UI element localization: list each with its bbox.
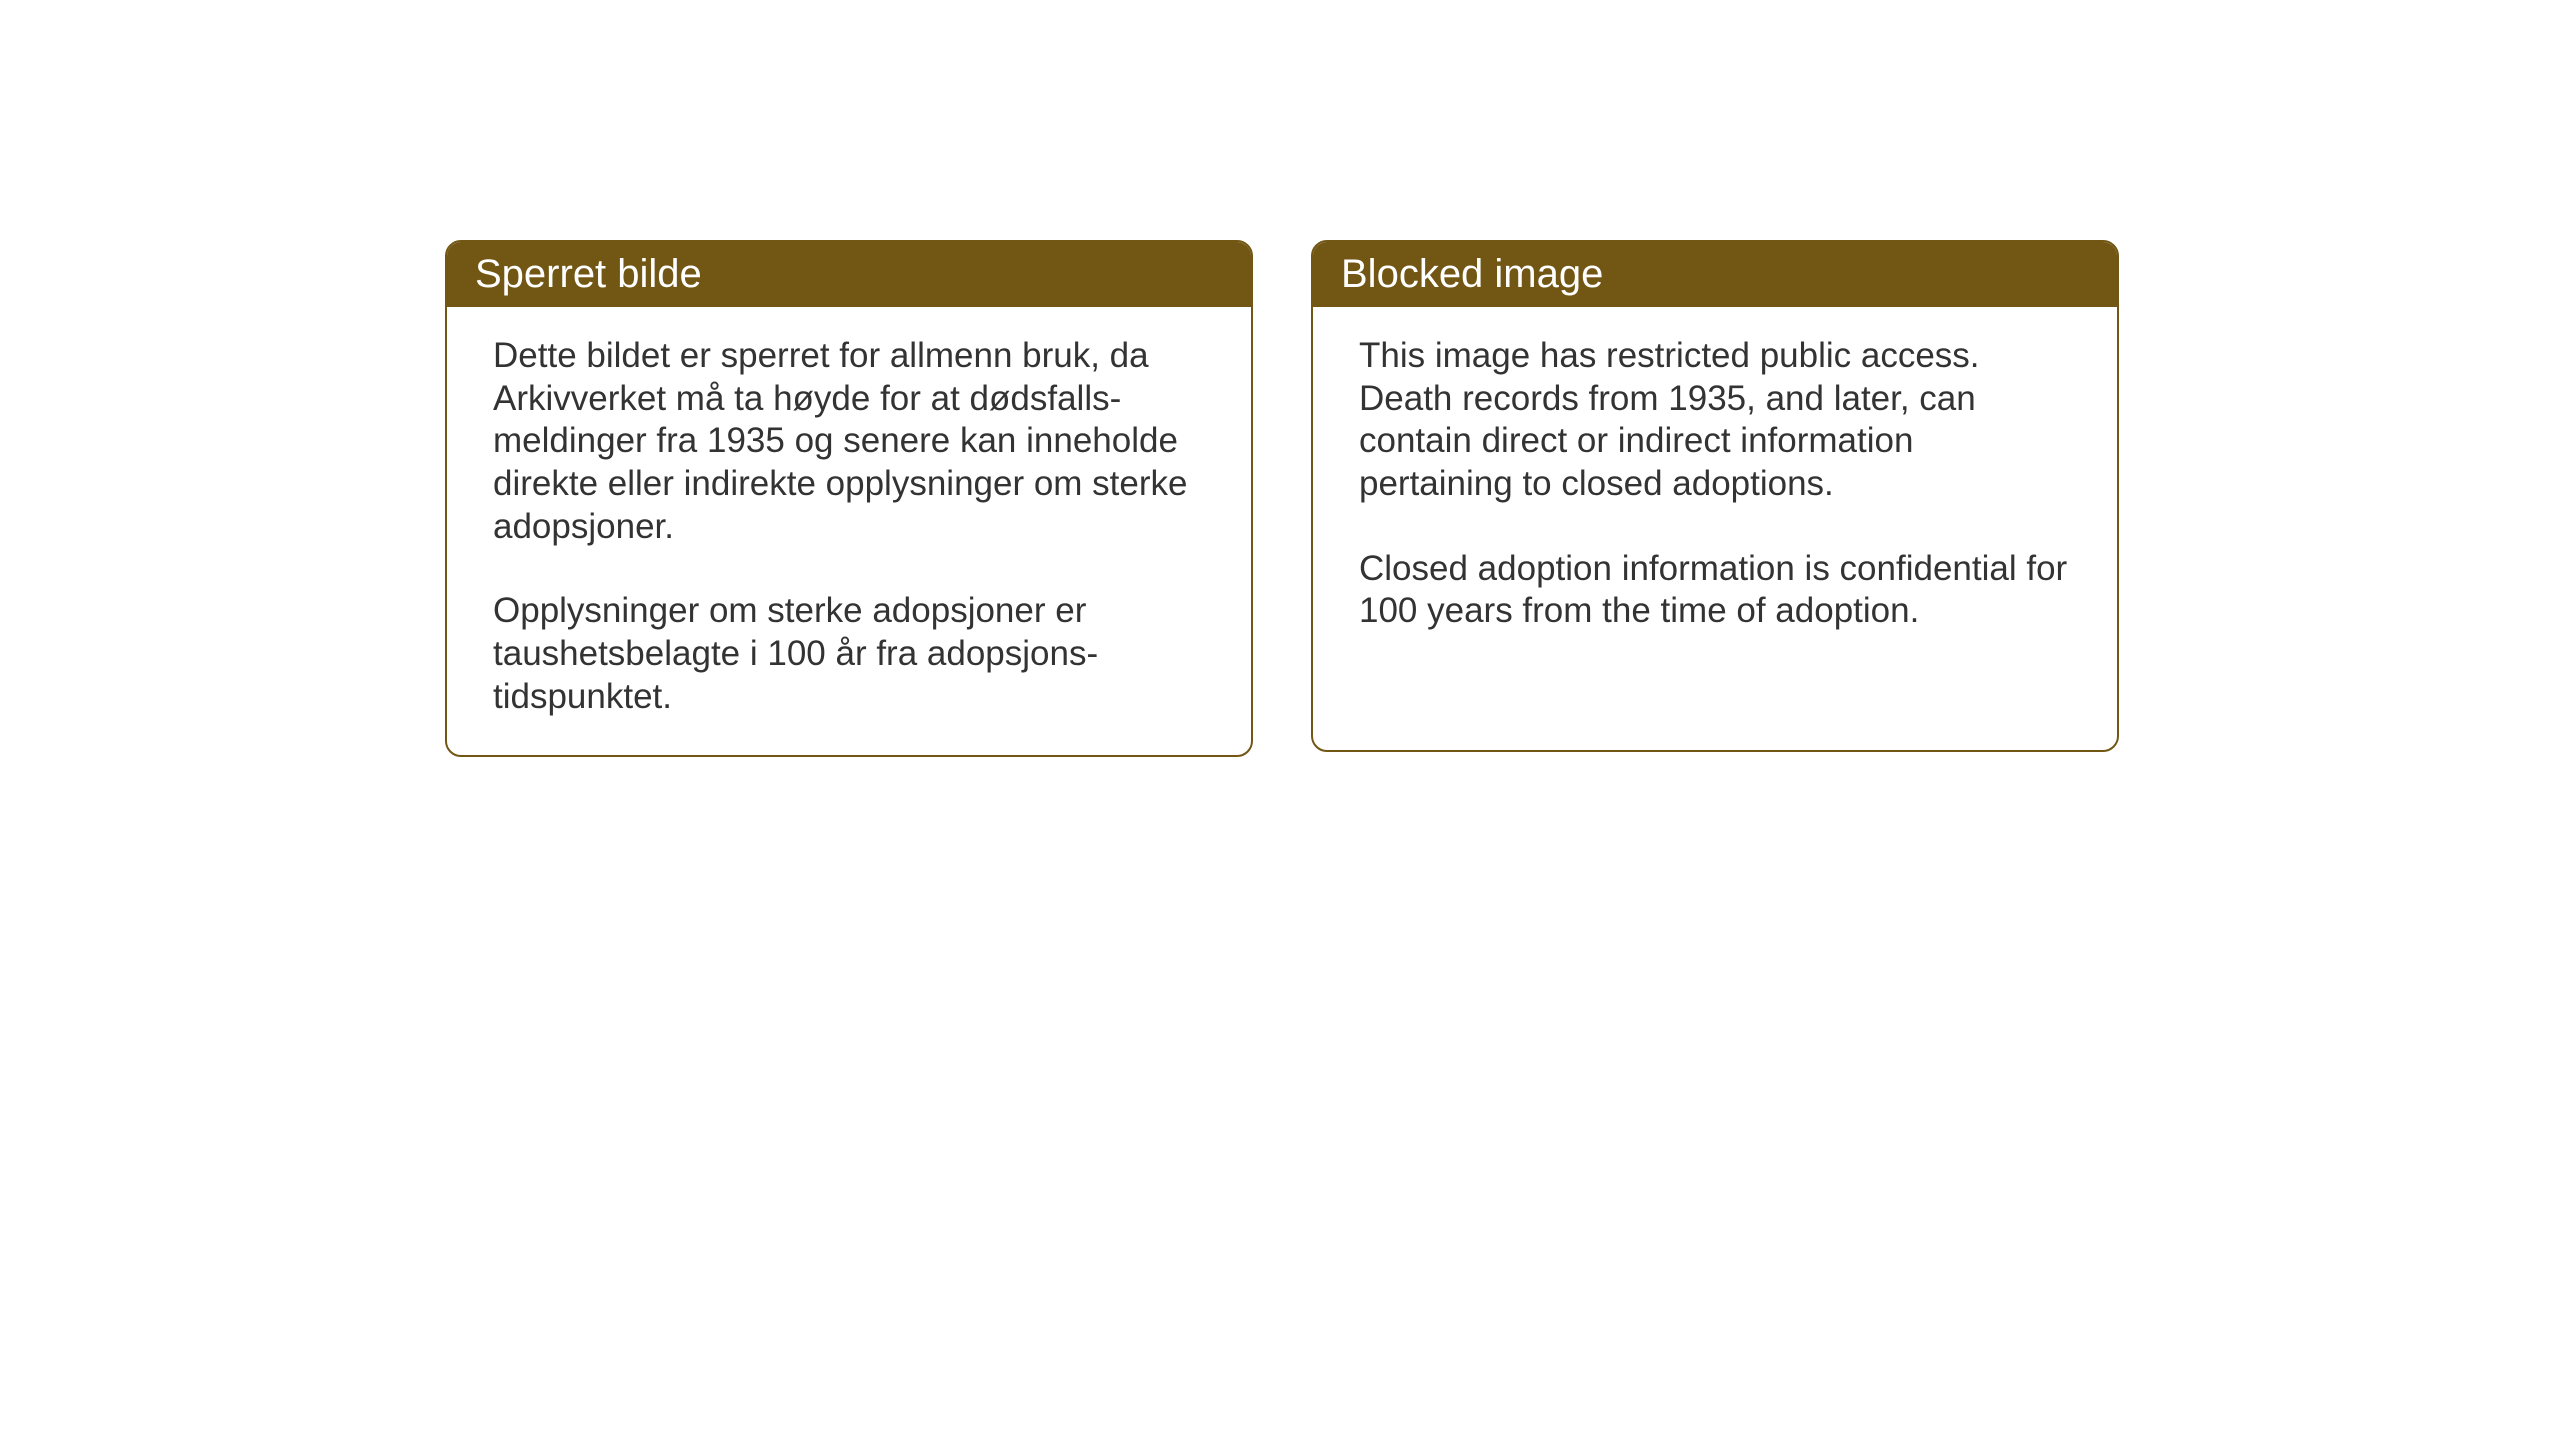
card-header-norwegian: Sperret bilde <box>447 242 1251 307</box>
card-paragraph-2-english: Closed adoption information is confident… <box>1359 548 2071 633</box>
card-header-english: Blocked image <box>1313 242 2117 307</box>
card-paragraph-2-norwegian: Opplysninger om sterke adopsjoner er tau… <box>493 590 1205 718</box>
notice-card-norwegian: Sperret bilde Dette bildet er sperret fo… <box>445 240 1253 757</box>
notice-container: Sperret bilde Dette bildet er sperret fo… <box>445 240 2119 757</box>
card-paragraph-1-norwegian: Dette bildet er sperret for allmenn bruk… <box>493 335 1205 548</box>
card-title-english: Blocked image <box>1341 252 1603 296</box>
card-title-norwegian: Sperret bilde <box>475 252 702 296</box>
card-paragraph-1-english: This image has restricted public access.… <box>1359 335 2071 506</box>
card-body-norwegian: Dette bildet er sperret for allmenn bruk… <box>447 307 1251 755</box>
card-body-english: This image has restricted public access.… <box>1313 307 2117 669</box>
notice-card-english: Blocked image This image has restricted … <box>1311 240 2119 752</box>
